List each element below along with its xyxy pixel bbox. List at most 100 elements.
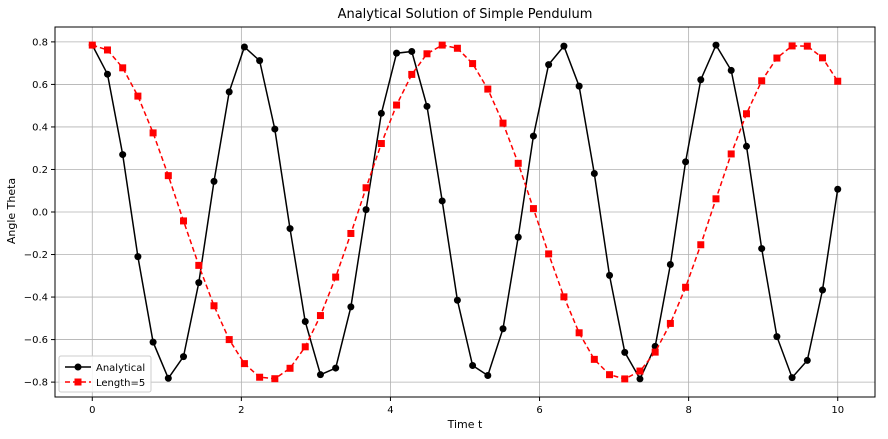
series-marker bbox=[301, 318, 309, 326]
series-marker bbox=[362, 206, 370, 214]
series-marker bbox=[271, 375, 279, 383]
series-line bbox=[92, 44, 839, 380]
y-tick-label: 0.6 bbox=[32, 80, 48, 91]
series-marker bbox=[803, 42, 811, 50]
series-marker bbox=[149, 338, 157, 346]
y-tick-label: −0.8 bbox=[24, 378, 48, 389]
series-marker bbox=[210, 302, 218, 310]
series-marker bbox=[469, 60, 477, 68]
series-marker bbox=[393, 101, 401, 109]
series-marker bbox=[286, 364, 294, 372]
series-marker bbox=[834, 185, 842, 193]
series-marker bbox=[606, 271, 614, 279]
series-marker bbox=[453, 296, 461, 304]
series-marker bbox=[529, 132, 537, 140]
x-tick-label: 10 bbox=[831, 405, 844, 416]
series-marker bbox=[316, 312, 324, 320]
series-marker bbox=[225, 88, 233, 96]
series-marker bbox=[256, 373, 264, 381]
series-marker bbox=[499, 325, 507, 333]
series-marker bbox=[195, 279, 203, 287]
series-marker bbox=[195, 261, 203, 269]
y-tick-label: −0.6 bbox=[24, 335, 48, 346]
series-marker bbox=[788, 374, 796, 382]
series-marker bbox=[484, 372, 492, 380]
series-marker bbox=[499, 119, 507, 127]
series-marker bbox=[408, 47, 416, 55]
series-marker bbox=[682, 283, 690, 291]
series-marker bbox=[438, 41, 446, 49]
legend-analytical-label: Analytical bbox=[96, 363, 145, 374]
series-marker bbox=[788, 42, 796, 50]
series-marker bbox=[545, 250, 553, 258]
y-axis-label: Angle Theta bbox=[5, 178, 18, 244]
series-marker bbox=[103, 46, 111, 54]
chart-title: Analytical Solution of Simple Pendulum bbox=[338, 7, 593, 22]
series-marker bbox=[210, 177, 218, 185]
y-tick-label: 0.8 bbox=[32, 37, 48, 48]
series-marker bbox=[377, 140, 385, 148]
series-marker bbox=[271, 125, 279, 133]
tick-layer: 0 2 4 6 8 10 −0.8 −0.6 −0.4 −0.2 0.0 0.2 0.4 0.6 0.8 bbox=[24, 37, 844, 416]
series-marker bbox=[803, 356, 811, 364]
series-marker bbox=[575, 82, 583, 90]
series-marker bbox=[469, 362, 477, 370]
series-marker bbox=[332, 273, 340, 281]
series-marker bbox=[727, 150, 735, 158]
series-marker bbox=[103, 70, 111, 78]
series-marker bbox=[560, 42, 568, 50]
series-marker bbox=[819, 54, 827, 62]
series-marker bbox=[347, 303, 355, 311]
y-tick-label: −0.4 bbox=[24, 293, 48, 304]
series-marker bbox=[727, 66, 735, 74]
series-marker bbox=[180, 217, 188, 225]
series-marker bbox=[575, 329, 583, 337]
series-marker bbox=[180, 353, 188, 361]
series-marker bbox=[332, 364, 340, 372]
series-marker bbox=[423, 50, 431, 58]
series-marker bbox=[514, 159, 522, 167]
legend: Analytical Length=5 bbox=[58, 355, 152, 393]
series-marker bbox=[119, 151, 127, 159]
series-marker bbox=[423, 102, 431, 110]
series-marker bbox=[301, 343, 309, 351]
series-marker bbox=[636, 367, 644, 375]
series-marker bbox=[164, 172, 172, 180]
series-marker bbox=[621, 348, 629, 356]
series-marker bbox=[758, 245, 766, 253]
series-marker bbox=[453, 44, 461, 52]
series-marker bbox=[134, 253, 142, 261]
y-tick-label: −0.2 bbox=[24, 250, 48, 261]
series-marker bbox=[408, 70, 416, 78]
series-marker bbox=[484, 85, 492, 93]
series-marker bbox=[621, 375, 629, 383]
series-marker bbox=[316, 371, 324, 379]
series-marker bbox=[362, 184, 370, 192]
series-marker bbox=[88, 41, 96, 49]
series-0 bbox=[88, 41, 842, 383]
series-marker bbox=[773, 54, 781, 62]
series-marker bbox=[819, 286, 827, 294]
legend-box bbox=[58, 355, 152, 393]
series-marker bbox=[514, 233, 522, 241]
series-marker bbox=[697, 241, 705, 249]
y-tick-label: 0.2 bbox=[32, 165, 48, 176]
series-marker bbox=[758, 77, 766, 85]
series-marker bbox=[636, 375, 644, 383]
series-marker bbox=[697, 76, 705, 84]
series-marker bbox=[286, 225, 294, 233]
series-marker bbox=[545, 61, 553, 69]
series-marker bbox=[682, 158, 690, 166]
series-marker bbox=[834, 77, 842, 85]
x-tick-label: 4 bbox=[387, 405, 393, 416]
x-tick-label: 6 bbox=[536, 405, 542, 416]
series-layer bbox=[88, 41, 842, 383]
series-marker bbox=[666, 319, 674, 327]
series-marker bbox=[529, 205, 537, 213]
series-marker bbox=[240, 360, 248, 368]
legend-analytical-marker bbox=[74, 363, 82, 371]
series-marker bbox=[134, 92, 142, 100]
series-marker bbox=[164, 374, 172, 382]
